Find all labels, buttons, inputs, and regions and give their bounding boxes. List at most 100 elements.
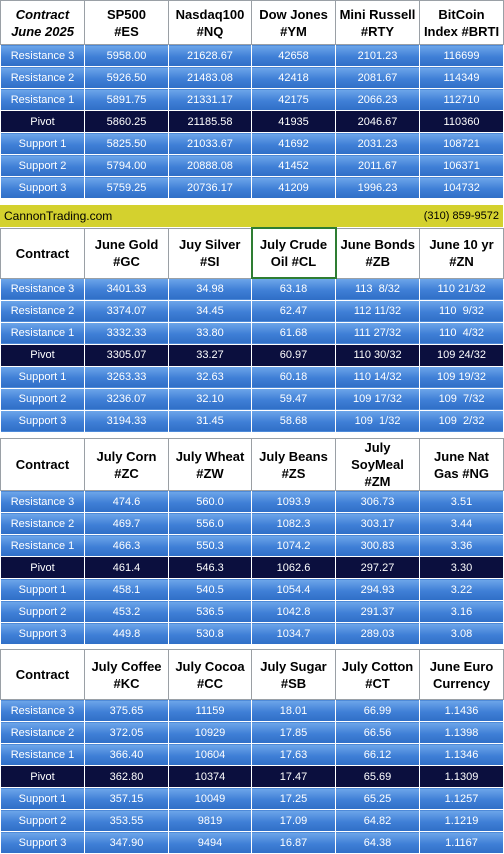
level-value[interactable]: 17.63 xyxy=(251,743,336,766)
level-value[interactable]: 3236.07 xyxy=(84,387,169,411)
level-value[interactable]: 1.1346 xyxy=(419,743,504,766)
level-value[interactable]: 41692 xyxy=(251,132,336,155)
level-value[interactable]: 104732 xyxy=(419,176,504,199)
level-value[interactable]: 113 8/32 xyxy=(335,277,420,301)
level-value[interactable]: 21628.67 xyxy=(168,44,252,67)
instrument-header[interactable]: July SoyMeal #ZM xyxy=(335,438,420,491)
level-value[interactable]: 1074.2 xyxy=(251,534,336,557)
level-value[interactable]: 42418 xyxy=(251,66,336,89)
level-value[interactable]: 556.0 xyxy=(168,512,252,535)
instrument-header[interactable]: SP500 #ES xyxy=(84,0,169,45)
level-value[interactable]: 366.40 xyxy=(84,743,169,766)
level-value[interactable]: 3305.07 xyxy=(84,343,169,367)
level-value[interactable]: 466.3 xyxy=(84,534,169,557)
level-value[interactable]: 109 7/32 xyxy=(419,387,504,411)
level-value[interactable]: 3263.33 xyxy=(84,365,169,389)
level-value[interactable]: 3.22 xyxy=(419,578,504,601)
level-value[interactable]: 66.56 xyxy=(335,721,420,744)
instrument-header[interactable]: Dow Jones #YM xyxy=(251,0,336,45)
level-value[interactable]: 42175 xyxy=(251,88,336,111)
level-value[interactable]: 59.47 xyxy=(251,387,336,411)
level-value[interactable]: 64.82 xyxy=(335,809,420,832)
level-value[interactable]: 109 17/32 xyxy=(335,387,420,411)
level-value[interactable]: 34.45 xyxy=(168,299,252,323)
level-value[interactable]: 1062.6 xyxy=(251,556,336,579)
level-value[interactable]: 10049 xyxy=(168,787,252,810)
level-value[interactable]: 469.7 xyxy=(84,512,169,535)
level-value[interactable]: 66.99 xyxy=(335,699,420,722)
instrument-header[interactable]: June Bonds #ZB xyxy=(335,227,420,279)
level-value[interactable]: 2066.23 xyxy=(335,88,420,111)
level-value[interactable]: 474.6 xyxy=(84,490,169,513)
level-value[interactable]: 1.1167 xyxy=(419,831,504,854)
level-value[interactable]: 114349 xyxy=(419,66,504,89)
level-value[interactable]: 546.3 xyxy=(168,556,252,579)
level-value[interactable]: 2081.67 xyxy=(335,66,420,89)
level-value[interactable]: 9494 xyxy=(168,831,252,854)
instrument-header[interactable]: July Cocoa #CC xyxy=(168,649,252,700)
level-value[interactable]: 1082.3 xyxy=(251,512,336,535)
instrument-header[interactable]: June Euro Currency xyxy=(419,649,504,700)
level-value[interactable]: 20736.17 xyxy=(168,176,252,199)
level-value[interactable]: 60.18 xyxy=(251,365,336,389)
level-value[interactable]: 17.85 xyxy=(251,721,336,744)
level-value[interactable]: 61.68 xyxy=(251,321,336,345)
level-value[interactable]: 5891.75 xyxy=(84,88,169,111)
level-value[interactable]: 109 24/32 xyxy=(419,343,504,367)
level-value[interactable]: 3.30 xyxy=(419,556,504,579)
level-value[interactable]: 3.51 xyxy=(419,490,504,513)
level-value[interactable]: 1093.9 xyxy=(251,490,336,513)
level-value[interactable]: 375.65 xyxy=(84,699,169,722)
level-value[interactable]: 21033.67 xyxy=(168,132,252,155)
level-value[interactable]: 21185.58 xyxy=(168,110,252,133)
instrument-header[interactable]: Mini Russell #RTY xyxy=(335,0,420,45)
level-value[interactable]: 63.18 xyxy=(251,277,336,301)
level-value[interactable]: 3401.33 xyxy=(84,277,169,301)
level-value[interactable]: 2011.67 xyxy=(335,154,420,177)
level-value[interactable]: 5759.25 xyxy=(84,176,169,199)
level-value[interactable]: 3.16 xyxy=(419,600,504,623)
level-value[interactable]: 58.68 xyxy=(251,409,336,433)
level-value[interactable]: 32.63 xyxy=(168,365,252,389)
level-value[interactable]: 289.03 xyxy=(335,622,420,645)
level-value[interactable]: 1034.7 xyxy=(251,622,336,645)
level-value[interactable]: 42658 xyxy=(251,44,336,67)
level-value[interactable]: 458.1 xyxy=(84,578,169,601)
level-value[interactable]: 33.80 xyxy=(168,321,252,345)
level-value[interactable]: 65.69 xyxy=(335,765,420,788)
level-value[interactable]: 1.1309 xyxy=(419,765,504,788)
level-value[interactable]: 306.73 xyxy=(335,490,420,513)
level-value[interactable]: 110 30/32 xyxy=(335,343,420,367)
instrument-header[interactable]: July Corn #ZC xyxy=(84,438,169,491)
level-value[interactable]: 110360 xyxy=(419,110,504,133)
level-value[interactable]: 3.44 xyxy=(419,512,504,535)
level-value[interactable]: 5958.00 xyxy=(84,44,169,67)
level-value[interactable]: 1.1436 xyxy=(419,699,504,722)
level-value[interactable]: 1054.4 xyxy=(251,578,336,601)
level-value[interactable]: 110 9/32 xyxy=(419,299,504,323)
level-value[interactable]: 453.2 xyxy=(84,600,169,623)
level-value[interactable]: 17.25 xyxy=(251,787,336,810)
level-value[interactable]: 112710 xyxy=(419,88,504,111)
level-value[interactable]: 17.09 xyxy=(251,809,336,832)
level-value[interactable]: 32.10 xyxy=(168,387,252,411)
level-value[interactable]: 2101.23 xyxy=(335,44,420,67)
instrument-header[interactable]: June Gold #GC xyxy=(84,227,169,279)
level-value[interactable]: 66.12 xyxy=(335,743,420,766)
level-value[interactable]: 33.27 xyxy=(168,343,252,367)
level-value[interactable]: 550.3 xyxy=(168,534,252,557)
level-value[interactable]: 461.4 xyxy=(84,556,169,579)
level-value[interactable]: 60.97 xyxy=(251,343,336,367)
level-value[interactable]: 34.98 xyxy=(168,277,252,301)
instrument-header[interactable]: July Cotton #CT xyxy=(335,649,420,700)
level-value[interactable]: 41935 xyxy=(251,110,336,133)
level-value[interactable]: 3374.07 xyxy=(84,299,169,323)
level-value[interactable]: 109 2/32 xyxy=(419,409,504,433)
level-value[interactable]: 41452 xyxy=(251,154,336,177)
level-value[interactable]: 357.15 xyxy=(84,787,169,810)
level-value[interactable]: 64.38 xyxy=(335,831,420,854)
level-value[interactable]: 10604 xyxy=(168,743,252,766)
level-value[interactable]: 347.90 xyxy=(84,831,169,854)
level-value[interactable]: 297.27 xyxy=(335,556,420,579)
level-value[interactable]: 21483.08 xyxy=(168,66,252,89)
